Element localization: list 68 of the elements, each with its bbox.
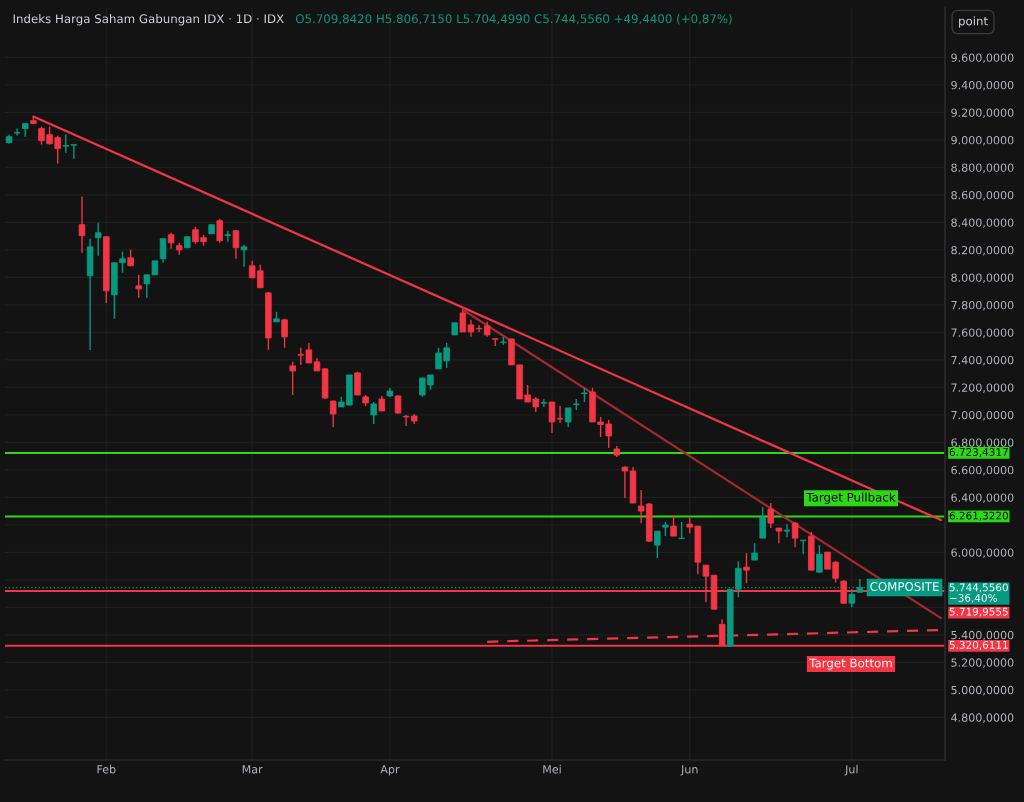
candlestick — [370, 401, 377, 425]
candlestick — [621, 465, 629, 499]
x-tick-label: Mar — [242, 765, 263, 774]
candlestick — [564, 407, 572, 428]
candlestick — [94, 222, 102, 257]
candlestick — [767, 502, 775, 529]
candlestick — [743, 552, 750, 584]
x-tick-label: Jul — [844, 764, 858, 776]
y-tick-label: 8.600,0000 — [951, 190, 1014, 201]
y-tick-label: 6.400,0000 — [951, 493, 1014, 503]
candlestick — [216, 218, 223, 244]
y-tick-label: 6.600,0000 — [951, 465, 1014, 476]
y-tick-label: 9.200,0000 — [951, 108, 1014, 118]
candlestick — [759, 506, 766, 539]
y-tick-label: 4.800,0000 — [951, 713, 1014, 723]
annotation: Target Pullback — [806, 492, 896, 504]
ref-line-label: 5.320,6111 — [949, 640, 1008, 650]
chart-title: Indeks Harga Saham Gabungan IDX · 1D · IDX — [13, 14, 284, 26]
candlestick — [289, 361, 296, 396]
candlestick — [654, 530, 661, 559]
y-tick-label: 9.000,0000 — [951, 135, 1014, 146]
ref-line-label: 6.261,3220 — [949, 511, 1008, 521]
y-tick-label: 8.800,0000 — [951, 163, 1014, 173]
y-tick-label: 8.400,0000 — [951, 218, 1014, 228]
candlestick — [540, 398, 548, 408]
candlestick — [848, 588, 856, 608]
y-tick-label: 9.400,0000 — [951, 80, 1014, 91]
candlestick — [791, 521, 799, 548]
candlestick — [329, 399, 337, 428]
y-tick-label: 6.000,0000 — [951, 548, 1014, 558]
y-tick-label: 8.000,0000 — [951, 273, 1014, 283]
x-tick-label: Jun — [680, 765, 698, 776]
text: point — [959, 16, 988, 28]
candlestick — [556, 405, 564, 424]
candlestick — [240, 244, 248, 268]
y-tick-label: 8.200,0000 — [951, 245, 1014, 256]
y-tick-label: 7.400,0000 — [951, 355, 1014, 366]
candlestick — [670, 514, 677, 537]
y-tick-label: 5.200,0000 — [951, 658, 1014, 668]
annotation: Target Bottom — [809, 658, 892, 670]
candlestick — [816, 544, 823, 573]
candlestick — [394, 394, 402, 415]
ref-line-label: 6.723,4317 — [949, 448, 1008, 458]
candlestick — [548, 401, 556, 434]
y-tick-label: 9.600,0000 — [951, 53, 1014, 63]
y-tick-label: 7.200,0000 — [951, 383, 1014, 393]
y-tick-label: 7.800,0000 — [951, 300, 1014, 311]
candlestick — [775, 527, 783, 544]
annotation: COMPOSITE — [870, 582, 939, 591]
ref-line-label: 5.744,5560 −36,40% — [949, 583, 1008, 603]
ref-line-label: 5.719,9555 — [949, 607, 1008, 617]
y-tick-label: 7.600,0000 — [951, 328, 1014, 338]
x-tick-label: Feb — [97, 764, 116, 774]
x-tick-label: Mei — [543, 764, 561, 774]
y-tick-label: 7.000,0000 — [951, 410, 1014, 421]
y-tick-label: 5.000,0000 — [951, 685, 1014, 696]
candlestick — [281, 318, 288, 349]
chart-subtitle: O5.709,8420 H5.806,7150 L5.704,4990 C5.744,5560 +49,4400 (+0,87%) — [295, 14, 732, 25]
candlestick — [159, 237, 167, 264]
candlestick — [78, 195, 86, 254]
candlestick — [232, 229, 240, 260]
candlestick — [783, 523, 791, 538]
candlestick — [13, 127, 21, 137]
candlestick — [135, 274, 142, 299]
y-tick-label: 6.800,0000 — [951, 438, 1014, 448]
x-tick-label: Apr — [380, 765, 400, 776]
y-tick-label: 5.400,0000 — [951, 630, 1014, 641]
candlestick — [224, 230, 232, 243]
